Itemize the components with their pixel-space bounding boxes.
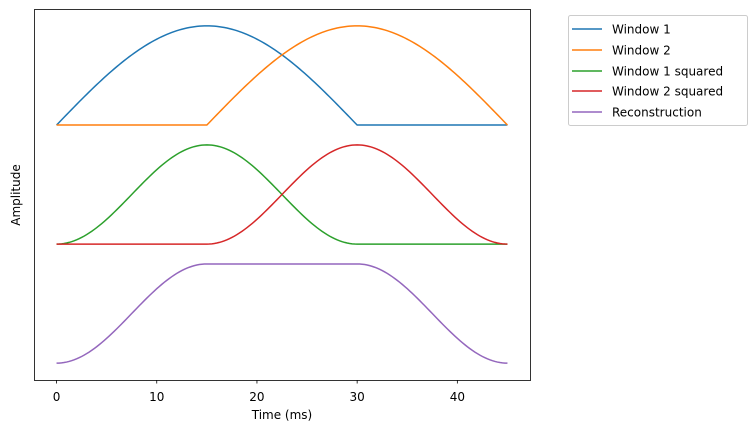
legend-label: Window 2 squared bbox=[612, 85, 723, 99]
series-line-window-2-squared bbox=[56, 144, 508, 245]
x-tick-label: 10 bbox=[149, 390, 164, 404]
x-tick-label: 40 bbox=[450, 390, 465, 404]
legend: Window 1 Window 2 Window 1 squared Window 2… bbox=[568, 15, 748, 126]
x-axis-ticks: 0 10 20 30 40 bbox=[53, 380, 465, 404]
legend-item: Window 1 squared bbox=[572, 65, 723, 79]
legend-label: Window 1 squared bbox=[612, 65, 723, 79]
legend-frame bbox=[568, 15, 748, 126]
series-line-window-2 bbox=[56, 25, 508, 126]
legend-item: Window 2 squared bbox=[572, 85, 723, 99]
legend-item: Window 1 bbox=[572, 23, 671, 37]
x-tick-label: 0 bbox=[53, 390, 61, 404]
x-tick-label: 30 bbox=[350, 390, 365, 404]
x-axis-label: Time (ms) bbox=[251, 408, 313, 422]
legend-label: Reconstruction bbox=[612, 106, 702, 120]
series-lines bbox=[56, 25, 508, 364]
y-axis-label: Amplitude bbox=[9, 164, 23, 226]
legend-label: Window 1 bbox=[612, 23, 671, 37]
x-tick-label: 20 bbox=[249, 390, 264, 404]
legend-label: Window 2 bbox=[612, 44, 671, 58]
legend-item: Reconstruction bbox=[572, 106, 702, 120]
plot-frame bbox=[34, 9, 531, 381]
series-line-reconstruction bbox=[56, 263, 508, 364]
legend-item: Window 2 bbox=[572, 44, 671, 58]
